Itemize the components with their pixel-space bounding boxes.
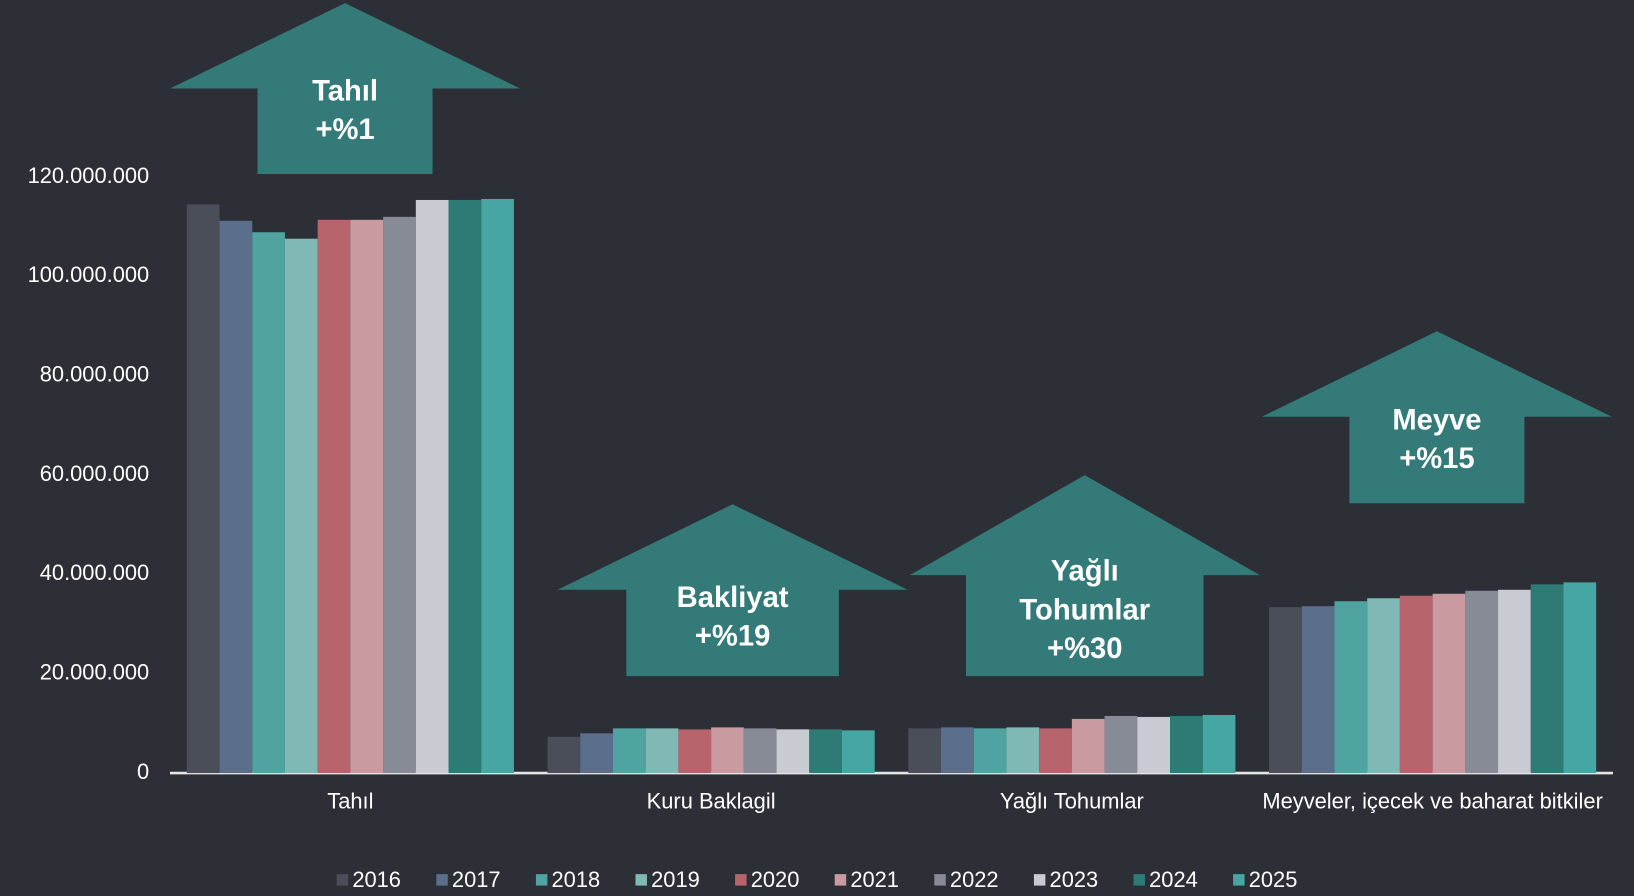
bar	[448, 199, 482, 774]
bar	[1498, 589, 1531, 774]
bar	[317, 219, 351, 774]
x-tick-label: Tahıl	[327, 789, 374, 814]
x-tick-label: Yağlı Tohumlar	[999, 789, 1144, 814]
bar	[1039, 728, 1072, 774]
bar	[547, 736, 581, 774]
x-label-box: Meyveler, içecek ve baharat bitkiler	[1262, 789, 1603, 814]
bar	[1202, 714, 1236, 774]
bar	[941, 727, 974, 774]
annotation: Yağlı	[1051, 556, 1119, 588]
bar	[580, 733, 613, 774]
bar	[219, 220, 253, 774]
bar	[678, 729, 712, 774]
y-tick-label: 80.000.000	[40, 362, 149, 387]
bar	[711, 727, 744, 774]
bar	[1530, 584, 1564, 774]
legend-swatch	[535, 874, 548, 886]
annotation: Tahıl	[312, 75, 378, 107]
x-tick-label: Kuru Baklagil	[646, 789, 776, 814]
bar	[383, 216, 416, 774]
legend-swatch	[336, 874, 349, 886]
bar	[1137, 716, 1171, 774]
bar	[612, 728, 646, 774]
y-tick-label: 60.000.000	[40, 461, 149, 486]
bar	[415, 199, 449, 774]
bar	[743, 728, 777, 774]
bar	[973, 728, 1007, 774]
legend-label: 2023	[1050, 867, 1099, 892]
x-label-box: Tahıl	[327, 789, 374, 814]
annotation: +%1	[315, 114, 374, 146]
legend-label: 2016	[352, 867, 401, 892]
legend-label: 2022	[950, 867, 999, 892]
y-tick-label: 40.000.000	[40, 560, 149, 585]
legend-swatch	[436, 874, 448, 886]
x-label-box: Yağlı Tohumlar	[999, 789, 1144, 814]
legend-label: 2020	[751, 867, 800, 892]
legend-label: 2018	[552, 867, 601, 892]
bar	[1465, 590, 1499, 774]
legend-label: 2024	[1149, 867, 1198, 892]
legend-swatch	[1033, 874, 1046, 886]
legend-swatch	[934, 874, 946, 886]
legend-label: 2021	[850, 867, 899, 892]
bar	[1563, 582, 1597, 774]
legend-swatch	[1233, 874, 1245, 886]
bar	[1301, 606, 1335, 774]
x-tick-label: Meyveler, içecek ve baharat bitkiler	[1262, 789, 1603, 814]
bar	[1071, 718, 1105, 774]
annotation: Bakliyat	[677, 582, 789, 614]
legend-swatch	[834, 874, 847, 886]
bar	[1269, 607, 1302, 774]
bar	[645, 728, 679, 774]
bar	[776, 729, 810, 774]
annotation: +%15	[1399, 443, 1474, 475]
legend-label: 2025	[1249, 867, 1298, 892]
bar	[908, 728, 942, 774]
bar	[1367, 598, 1400, 774]
bar	[1334, 601, 1368, 774]
legend-swatch	[635, 874, 647, 886]
bar	[809, 729, 842, 774]
bar	[284, 238, 318, 774]
bar	[1104, 715, 1138, 774]
y-tick-label: 20.000.000	[40, 660, 149, 685]
annotation: +%19	[695, 620, 770, 652]
arrow	[909, 475, 1260, 677]
annotation: +%30	[1047, 633, 1122, 665]
bar	[1006, 727, 1040, 774]
legend-swatch	[735, 874, 747, 886]
legend-swatch	[1133, 874, 1145, 886]
bar	[481, 198, 514, 774]
x-label-box: Kuru Baklagil	[646, 789, 776, 814]
bar	[186, 204, 220, 774]
bar	[252, 232, 285, 774]
arrow	[557, 504, 908, 677]
bar	[841, 730, 875, 774]
legend-label: 2019	[651, 867, 700, 892]
annotation: Meyve	[1392, 405, 1481, 437]
y-tick-label: 120.000.000	[28, 163, 150, 188]
bar	[1170, 715, 1203, 774]
bar	[1432, 593, 1466, 774]
bar	[1399, 595, 1433, 774]
y-tick-label: 100.000.000	[28, 262, 150, 287]
bar	[350, 219, 384, 774]
y-tick-label: 0	[137, 759, 149, 784]
annotation: Tohumlar	[1019, 594, 1150, 626]
legend-label: 2017	[452, 867, 501, 892]
